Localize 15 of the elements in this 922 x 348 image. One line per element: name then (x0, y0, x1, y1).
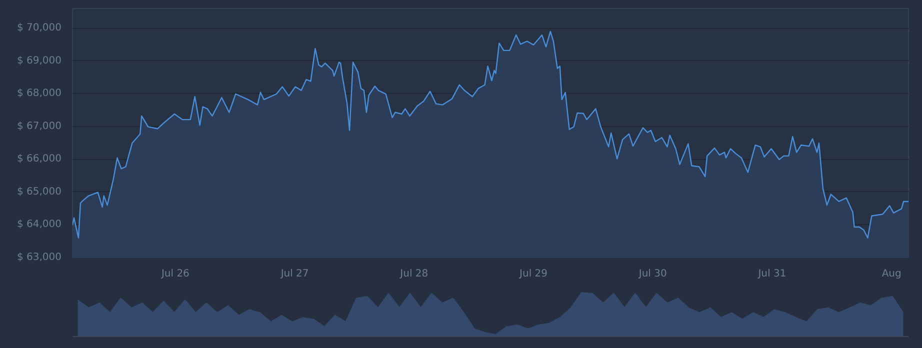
y-tick-label: $ 68,000 (16, 88, 62, 100)
x-tick-label: Jul 30 (638, 268, 667, 280)
y-tick-label: $ 70,000 (16, 22, 62, 34)
y-tick-label: $ 65,000 (16, 186, 62, 198)
y-tick-label: $ 67,000 (16, 120, 62, 132)
y-tick-label: $ 66,000 (16, 154, 62, 165)
x-tick-label: Aug (882, 268, 902, 280)
y-tick-label: $ 69,000 (16, 55, 62, 66)
y-tick-label: $ 63,000 (16, 252, 62, 263)
x-tick-label: Jul 31 (757, 268, 786, 280)
x-tick-label: Jul 26 (160, 268, 190, 280)
x-tick-label: Jul 28 (399, 268, 428, 280)
x-tick-label: Jul 27 (280, 268, 309, 280)
y-tick-label: $ 64,000 (16, 219, 62, 230)
x-tick-label: Jul 29 (518, 268, 548, 280)
